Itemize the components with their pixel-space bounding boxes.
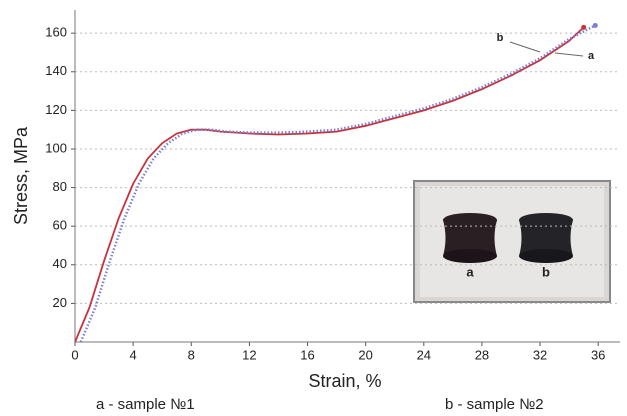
x-tick-label: 20 — [358, 347, 372, 362]
x-axis-label: Strain, % — [308, 371, 381, 391]
annotation-leader — [554, 52, 584, 57]
x-tick-label: 8 — [188, 347, 195, 362]
x-tick-label: 36 — [591, 347, 605, 362]
y-tick-label: 40 — [53, 256, 67, 271]
y-tick-label: 20 — [53, 295, 67, 310]
y-tick-label: 80 — [53, 179, 67, 194]
inset-label: b — [542, 264, 550, 279]
x-tick-label: 24 — [417, 347, 431, 362]
x-tick-label: 32 — [533, 347, 547, 362]
y-tick-label: 140 — [45, 63, 67, 78]
inset-photo — [413, 180, 611, 303]
x-tick-label: 16 — [300, 347, 314, 362]
series-line — [74, 26, 585, 343]
x-tick-label: 28 — [475, 347, 489, 362]
inset-label: a — [466, 264, 474, 279]
series-line — [79, 24, 596, 343]
y-tick-label: 60 — [53, 218, 67, 233]
caption: b - sample №2 — [445, 396, 544, 413]
x-tick-label: 0 — [71, 347, 78, 362]
x-tick-label: 12 — [242, 347, 256, 362]
y-tick-label: 100 — [45, 140, 67, 155]
caption: a - sample №1 — [96, 396, 195, 413]
x-tick-label: 4 — [130, 347, 137, 362]
y-tick-label: 160 — [45, 25, 67, 40]
annotation-leader — [509, 41, 541, 53]
series-annotation: a — [588, 50, 595, 62]
series-annotation: b — [497, 32, 504, 44]
end-point — [592, 22, 598, 28]
end-point — [581, 24, 587, 30]
y-tick-label: 120 — [45, 102, 67, 117]
y-axis-label: Stress, MPa — [11, 126, 31, 225]
